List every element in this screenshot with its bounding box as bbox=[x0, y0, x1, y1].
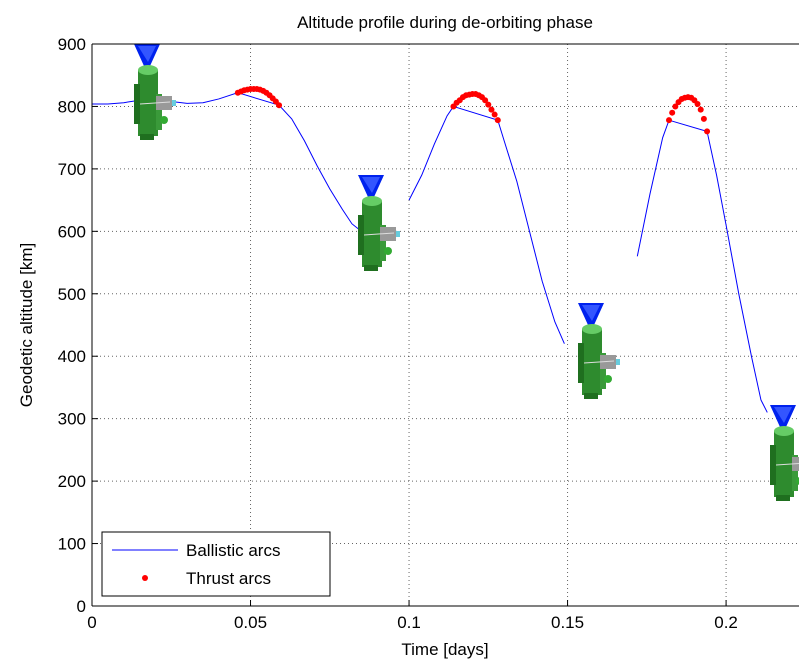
x-axis-label: Time [days] bbox=[401, 640, 488, 659]
y-axis-label: Geodetic altitude [km] bbox=[17, 243, 36, 407]
x-tick-label: 0.05 bbox=[234, 613, 267, 632]
y-tick-label: 500 bbox=[58, 285, 86, 304]
chart-title: Altitude profile during de-orbiting phas… bbox=[297, 13, 593, 32]
thrust-dot bbox=[672, 103, 679, 110]
y-tick-label: 600 bbox=[58, 222, 86, 241]
thrust-dot bbox=[704, 128, 711, 135]
y-tick-label: 700 bbox=[58, 160, 86, 179]
thrust-dot bbox=[697, 106, 704, 113]
thrust-dot bbox=[485, 101, 492, 108]
thrust-dot bbox=[694, 100, 701, 107]
x-tick-label: 0.2 bbox=[714, 613, 738, 632]
y-tick-label: 300 bbox=[58, 410, 86, 429]
thrust-dot bbox=[700, 115, 707, 122]
thrust-dot bbox=[491, 111, 498, 118]
y-tick-label: 400 bbox=[58, 347, 86, 366]
legend-box bbox=[101, 531, 331, 597]
legend-swatch bbox=[142, 575, 148, 581]
plot-area bbox=[92, 44, 799, 606]
legend-label: Thrust arcs bbox=[186, 569, 271, 588]
marks bbox=[92, 85, 768, 413]
legend-label: Ballistic arcs bbox=[186, 541, 280, 560]
y-tick-label: 100 bbox=[58, 535, 86, 554]
y-tick-label: 0 bbox=[77, 597, 86, 616]
thrust-dot bbox=[494, 117, 501, 124]
x-tick-label: 0 bbox=[87, 613, 96, 632]
thrust-dot bbox=[482, 97, 489, 104]
x-tick-label: 0.1 bbox=[397, 613, 421, 632]
x-tick-label: 0.15 bbox=[551, 613, 584, 632]
y-tick-label: 800 bbox=[58, 97, 86, 116]
y-tick-label: 200 bbox=[58, 472, 86, 491]
y-tick-label: 900 bbox=[58, 35, 86, 54]
thrust-dot bbox=[276, 102, 283, 109]
thrust-dot bbox=[669, 109, 676, 116]
legend: Ballistic arcs Thrust arcs bbox=[101, 531, 331, 597]
thrust-dot bbox=[666, 117, 673, 124]
thrust-dot bbox=[488, 106, 495, 113]
ticks: 0 100 200 300 400 500 600 700 800 900 0 0.05 0.1 0.15… bbox=[58, 35, 738, 632]
